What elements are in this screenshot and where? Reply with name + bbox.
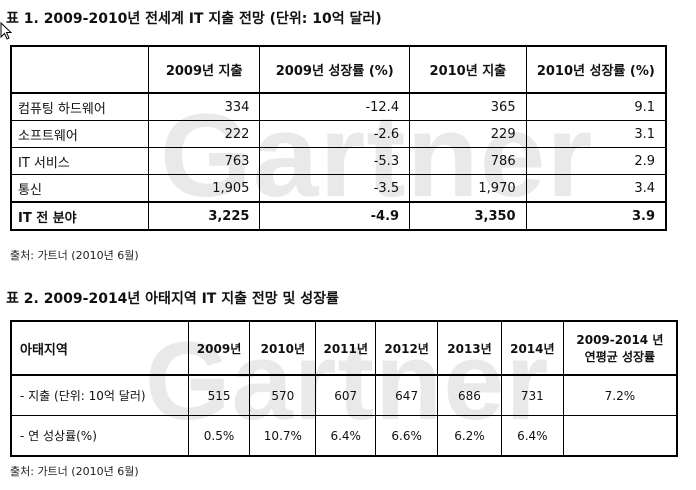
header-cell: 2013년 [437,320,502,376]
cell: -12.4 [259,92,411,121]
cell: 763 [147,147,261,175]
cell: 2.9 [525,147,667,175]
cell [562,415,678,457]
header-cell: 2012년 [375,320,439,376]
header-cell: 2009년 지출 [147,45,261,94]
row-label: IT 전 분야 [10,201,149,231]
cell: 7.2% [562,374,678,416]
row-label: 소프트웨어 [10,120,149,148]
cell: 3,350 [409,201,527,231]
table-row: - 지출 (단위: 10억 달러) 515 570 607 647 686 73… [10,374,678,416]
cell: 786 [409,147,527,175]
cell: 3.4 [525,174,667,203]
table-header-row: 2009년 지출 2009년 성장률 (%) 2010년 지출 2010년 성장… [10,45,667,94]
cell: 515 [187,374,251,416]
it-spending-forecast-table: 2009년 지출 2009년 성장률 (%) 2010년 지출 2010년 성장… [10,45,667,231]
table-row: 통신 1,905 -3.5 1,970 3.4 [10,174,667,203]
cell: 1,905 [147,174,261,203]
cell: 647 [375,374,439,416]
header-cell: 2010년 지출 [409,45,527,94]
table2-title: 표 2. 2009-2014년 아태지역 IT 지출 전망 및 성장률 [6,291,339,307]
cell: 686 [437,374,502,416]
cell: 10.7% [249,415,317,457]
row-label: 통신 [10,174,149,203]
table1-title: 표 1. 2009-2010년 전세계 IT 지출 전망 (단위: 10억 달러… [6,11,382,27]
cell: 6.4% [500,415,564,457]
row-label: 컴퓨팅 하드웨어 [10,92,149,121]
header-cell: 2009년 성장률 (%) [259,45,411,94]
mouse-cursor-icon [0,22,12,40]
cell: 3,225 [147,201,261,231]
cell: -4.9 [259,201,411,231]
table-row: - 연 성상률(%) 0.5% 10.7% 6.4% 6.6% 6.2% 6.4… [10,415,678,457]
cell: 731 [500,374,564,416]
cell: 334 [147,92,261,121]
table-row: 컴퓨팅 하드웨어 334 -12.4 365 9.1 [10,92,667,121]
cell: 3.1 [525,120,667,148]
table-row: 소프트웨어 222 -2.6 229 3.1 [10,120,667,148]
cell: -3.5 [259,174,411,203]
cell: 6.6% [375,415,439,457]
header-cell: 2009년 [187,320,251,376]
cell: -2.6 [259,120,411,148]
header-cell: 아태지역 [10,320,189,376]
table1-source: 출처: 가트너 (2010년 6월) [10,249,139,262]
header-cell: 2014년 [500,320,564,376]
header-cell: 2010년 성장률 (%) [525,45,667,94]
header-cell: 2010년 [249,320,317,376]
table-row: IT 서비스 763 -5.3 786 2.9 [10,147,667,175]
cell: 222 [147,120,261,148]
cell: 3.9 [525,201,667,231]
header-cell: 2009-2014 년 연평균 성장률 [562,320,678,376]
header-line: 연평균 성장률 [584,350,656,364]
cell: 0.5% [187,415,251,457]
table-total-row: IT 전 분야 3,225 -4.9 3,350 3.9 [10,201,667,231]
cell: 6.4% [315,415,377,457]
cell: 607 [315,374,377,416]
row-label: - 지출 (단위: 10억 달러) [10,374,189,416]
cell: 1,970 [409,174,527,203]
cell: 229 [409,120,527,148]
cell: 6.2% [437,415,502,457]
table-header-row: 아태지역 2009년 2010년 2011년 2012년 2013년 2014년… [10,320,678,376]
row-label: - 연 성상률(%) [10,415,189,457]
apac-it-spending-table: 아태지역 2009년 2010년 2011년 2012년 2013년 2014년… [10,320,678,457]
header-line: 2009-2014 년 [576,333,664,347]
cell: 365 [409,92,527,121]
cell: 570 [249,374,317,416]
table2-source: 출처: 가트너 (2010년 6월) [10,465,139,478]
row-label: IT 서비스 [10,147,149,175]
cell: 9.1 [525,92,667,121]
cell: -5.3 [259,147,411,175]
header-cell: 2011년 [315,320,377,376]
header-cell [10,45,149,94]
